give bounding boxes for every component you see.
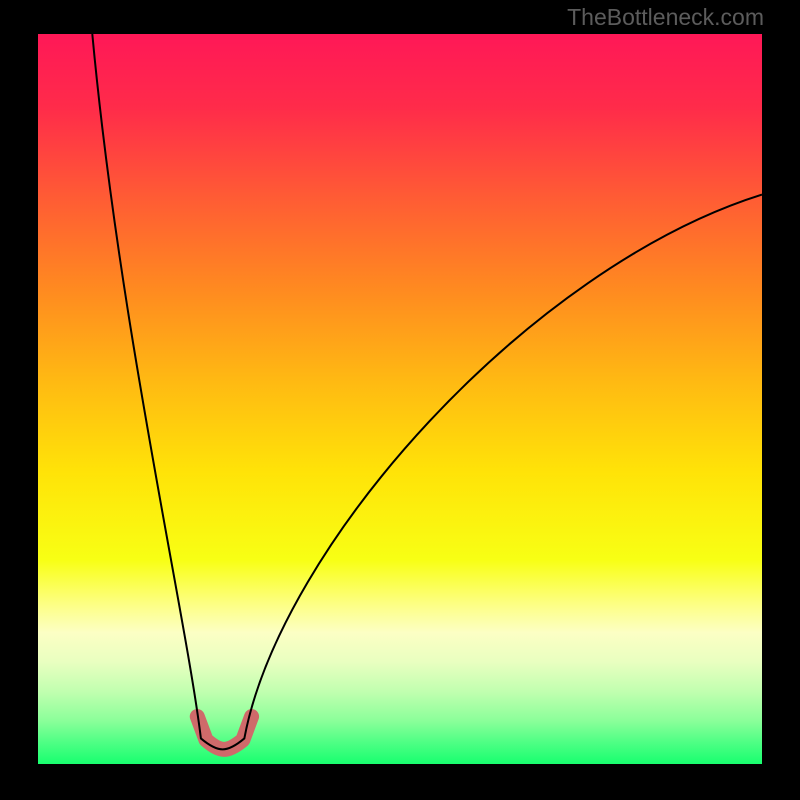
watermark-text: TheBottleneck.com bbox=[567, 4, 764, 31]
chart-container: TheBottleneck.com bbox=[0, 0, 800, 800]
plot-area bbox=[38, 34, 762, 764]
gradient-background bbox=[38, 34, 762, 764]
